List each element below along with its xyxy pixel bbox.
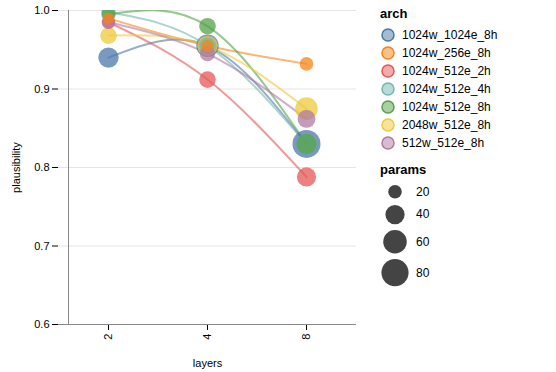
svg-text:0.9: 0.9	[34, 83, 49, 95]
svg-text:0.7: 0.7	[34, 240, 49, 252]
html-text:80: 80	[416, 265, 430, 280]
svg-text:0.6: 0.6	[34, 318, 49, 330]
html-text:512w_512e_8h: 512w_512e_8h	[402, 136, 485, 150]
html-text:1024w_1024e_8h: 1024w_1024e_8h	[402, 28, 498, 42]
html-text:2048w_512e_8h: 2048w_512e_8h	[402, 118, 491, 132]
html-text:1024w_256e_8h: 1024w_256e_8h	[402, 46, 491, 60]
html-text:20: 20	[416, 184, 430, 199]
html-text:arch: arch	[380, 6, 408, 21]
svg-text:2: 2	[102, 334, 114, 340]
svg-text:plausibility: plausibility	[10, 142, 22, 193]
svg-text:4: 4	[201, 334, 213, 340]
html-text:params: params	[380, 162, 427, 177]
html-text:60: 60	[416, 234, 430, 249]
svg-text:layers: layers	[193, 357, 223, 369]
html-text:1024w_512e_8h: 1024w_512e_8h	[402, 100, 491, 114]
svg-text:1.0: 1.0	[34, 4, 49, 16]
svg-text:8: 8	[300, 334, 312, 340]
svg-text:0.8: 0.8	[34, 161, 49, 173]
html-text:1024w_512e_4h: 1024w_512e_4h	[402, 82, 491, 96]
html-text:1024w_512e_2h: 1024w_512e_2h	[402, 64, 491, 78]
html-text:40: 40	[416, 207, 430, 222]
